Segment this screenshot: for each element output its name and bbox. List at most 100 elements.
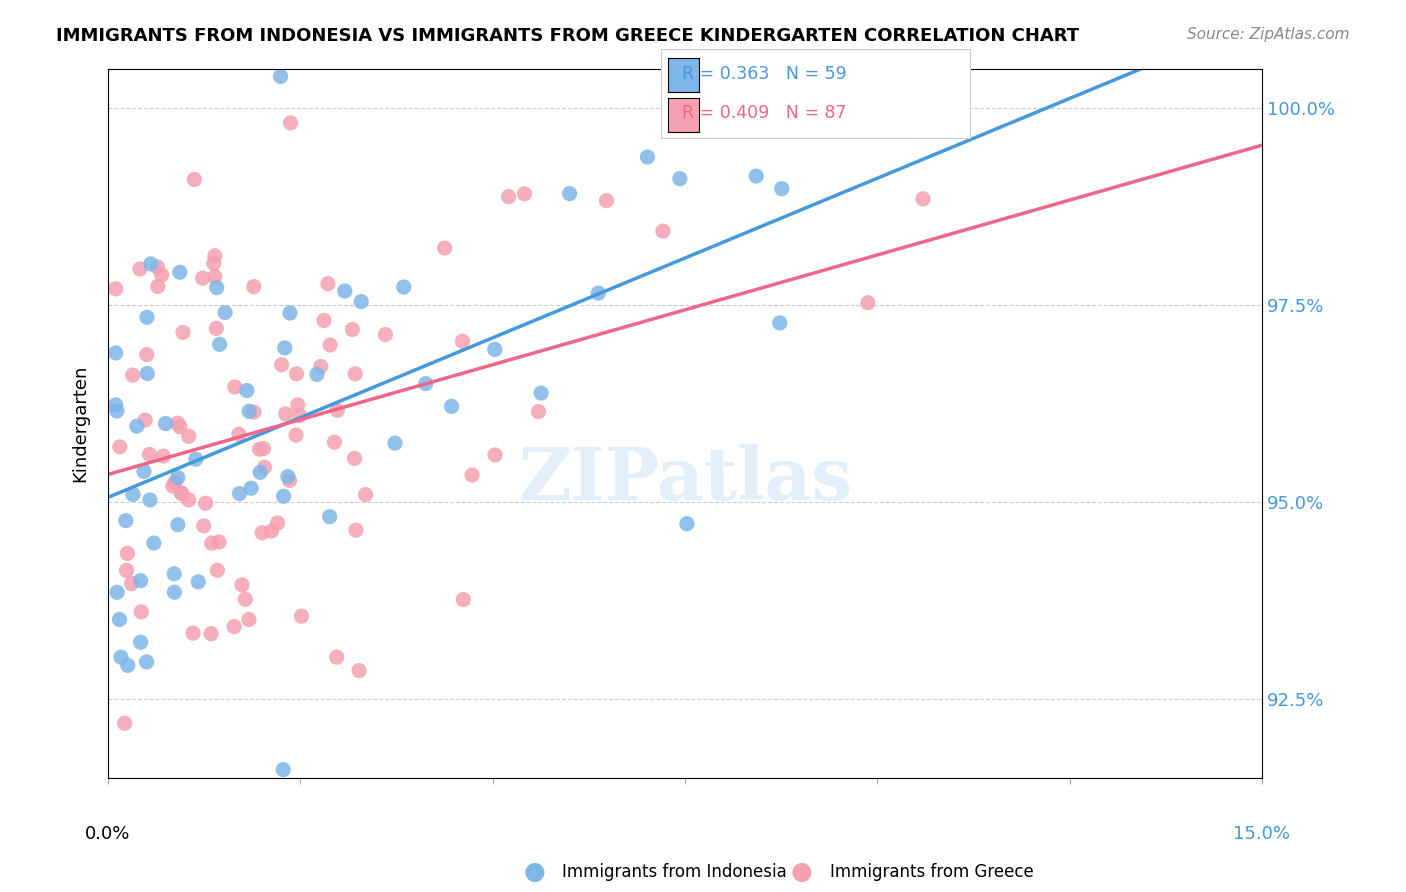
Immigrants from Indonesia [163, 585, 186, 599]
Immigrants from Greece [344, 367, 367, 381]
Immigrants from Indonesia [122, 487, 145, 501]
Immigrants from Indonesia [132, 465, 155, 479]
Immigrants from Indonesia [530, 386, 553, 401]
Immigrants from Greece [249, 442, 271, 457]
Immigrants from Indonesia [208, 337, 231, 351]
Immigrants from Greece [323, 435, 346, 450]
Immigrants from Greece [169, 420, 191, 434]
Immigrants from Greece [121, 576, 143, 591]
Immigrants from Greece [108, 440, 131, 454]
Immigrants from Indonesia [214, 305, 236, 319]
Immigrants from Greece [208, 535, 231, 549]
Immigrants from Greece [316, 277, 339, 291]
Immigrants from Greece [344, 523, 367, 537]
Immigrants from Greece [461, 468, 484, 483]
Immigrants from Indonesia [277, 469, 299, 483]
Immigrants from Indonesia [384, 436, 406, 450]
Immigrants from Indonesia [155, 417, 177, 431]
Immigrants from Indonesia [129, 574, 152, 588]
Immigrants from Indonesia [142, 536, 165, 550]
Immigrants from Indonesia [274, 341, 297, 355]
Immigrants from Indonesia [135, 655, 157, 669]
Immigrants from Greece [228, 427, 250, 442]
Immigrants from Greece [266, 516, 288, 530]
Immigrants from Greece [135, 348, 157, 362]
Immigrants from Greece [129, 605, 152, 619]
Immigrants from Greece [166, 416, 188, 430]
Immigrants from Greece [117, 546, 139, 560]
Immigrants from Greece [433, 241, 456, 255]
Immigrants from Indonesia [110, 650, 132, 665]
Immigrants from Greece [325, 650, 347, 665]
Immigrants from Indonesia [318, 509, 340, 524]
Text: ●: ● [790, 861, 813, 884]
Immigrants from Indonesia [270, 70, 292, 84]
Immigrants from Greece [250, 525, 273, 540]
Text: 15.0%: 15.0% [1233, 825, 1291, 843]
Immigrants from Greece [162, 479, 184, 493]
Immigrants from Greece [183, 172, 205, 186]
Immigrants from Indonesia [745, 169, 768, 183]
Immigrants from Indonesia [105, 404, 128, 418]
Immigrants from Indonesia [139, 257, 162, 271]
Immigrants from Greece [270, 358, 292, 372]
Immigrants from Indonesia [669, 171, 692, 186]
Immigrants from Indonesia [105, 585, 128, 599]
Immigrants from Indonesia [278, 306, 301, 320]
Immigrants from Greece [288, 409, 311, 423]
Immigrants from Greece [253, 460, 276, 475]
Text: 0.0%: 0.0% [86, 825, 131, 843]
Immigrants from Greece [193, 519, 215, 533]
Immigrants from Greece [343, 451, 366, 466]
Immigrants from Greece [194, 496, 217, 510]
Immigrants from Indonesia [166, 470, 188, 484]
Immigrants from Greece [114, 716, 136, 731]
Immigrants from Greece [651, 224, 673, 238]
Immigrants from Greece [224, 380, 246, 394]
Immigrants from Greece [911, 192, 934, 206]
Immigrants from Greece [204, 249, 226, 263]
Immigrants from Indonesia [770, 182, 793, 196]
Immigrants from Greece [138, 447, 160, 461]
Text: R = 0.363   N = 59: R = 0.363 N = 59 [682, 65, 846, 83]
Immigrants from Greece [170, 486, 193, 500]
Immigrants from Greece [498, 189, 520, 203]
Immigrants from Greece [287, 398, 309, 412]
Immigrants from Greece [280, 116, 302, 130]
Text: Immigrants from Greece: Immigrants from Greece [830, 863, 1033, 881]
Immigrants from Indonesia [305, 368, 328, 382]
Immigrants from Greece [200, 626, 222, 640]
Immigrants from Indonesia [440, 400, 463, 414]
Immigrants from Indonesia [484, 343, 506, 357]
Immigrants from Greece [222, 619, 245, 633]
Immigrants from Indonesia [415, 376, 437, 391]
Immigrants from Greece [134, 413, 156, 427]
Immigrants from Greece [115, 563, 138, 577]
Immigrants from Greece [129, 262, 152, 277]
Immigrants from Indonesia [392, 280, 415, 294]
Text: R = 0.409   N = 87: R = 0.409 N = 87 [682, 104, 846, 122]
Immigrants from Indonesia [350, 294, 373, 309]
Text: Source: ZipAtlas.com: Source: ZipAtlas.com [1187, 27, 1350, 42]
Immigrants from Indonesia [117, 658, 139, 673]
Immigrants from Greece [170, 486, 193, 500]
Immigrants from Greece [484, 448, 506, 462]
Immigrants from Greece [163, 475, 186, 490]
Immigrants from Greece [285, 367, 308, 381]
Immigrants from Indonesia [166, 517, 188, 532]
Immigrants from Greece [451, 334, 474, 349]
Immigrants from Greece [243, 405, 266, 419]
Immigrants from Greece [233, 592, 256, 607]
Immigrants from Indonesia [187, 574, 209, 589]
Immigrants from Greece [177, 429, 200, 443]
Immigrants from Greece [260, 524, 283, 538]
Text: Immigrants from Indonesia: Immigrants from Indonesia [562, 863, 787, 881]
Text: IMMIGRANTS FROM INDONESIA VS IMMIGRANTS FROM GREECE KINDERGARTEN CORRELATION CHA: IMMIGRANTS FROM INDONESIA VS IMMIGRANTS … [56, 27, 1080, 45]
Immigrants from Greece [191, 271, 214, 285]
Immigrants from Indonesia [125, 419, 148, 434]
Immigrants from Indonesia [588, 286, 610, 301]
Y-axis label: Kindergarten: Kindergarten [72, 364, 89, 482]
Immigrants from Indonesia [636, 150, 658, 164]
Immigrants from Greece [342, 322, 364, 336]
Immigrants from Greece [238, 613, 260, 627]
